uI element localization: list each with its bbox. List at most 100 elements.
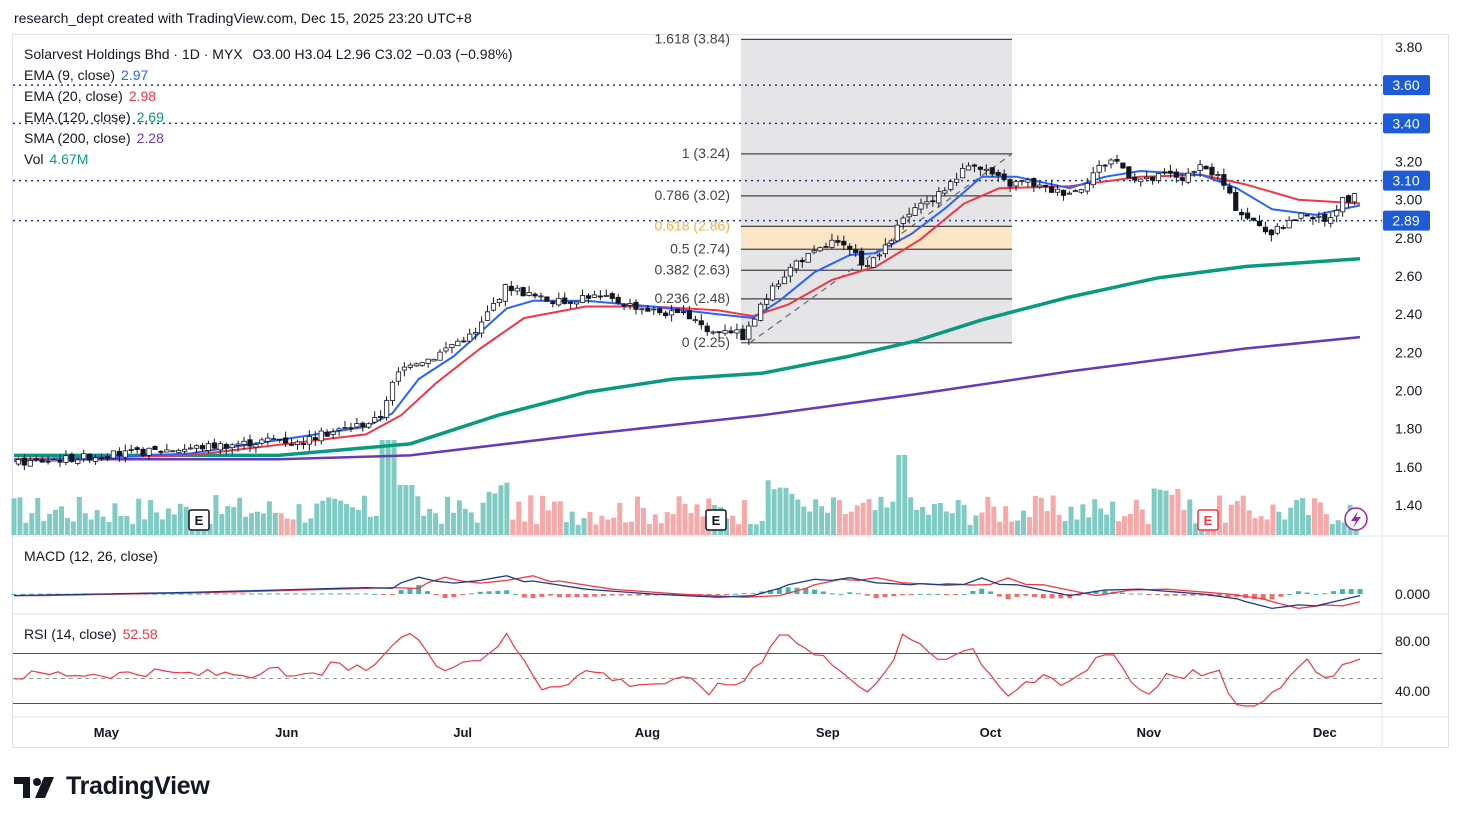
macd-histogram-bar (266, 593, 272, 595)
macd-histogram-bar (398, 589, 404, 594)
chart-frame (12, 34, 1449, 748)
macd-histogram-bar (433, 594, 439, 595)
candle-down (841, 240, 847, 246)
volume-bar (1306, 515, 1312, 535)
candle-up (443, 347, 449, 352)
volume-bar (165, 508, 171, 535)
macd-histogram-bar (512, 593, 518, 595)
legend-sma200[interactable]: SMA (200, close) 2.28 (24, 128, 513, 149)
rsi-line (13, 632, 1361, 707)
volume-bar (361, 495, 367, 535)
earnings-marker[interactable]: E (705, 509, 727, 531)
macd-histogram-bar (644, 594, 650, 596)
volume-bar (658, 523, 664, 535)
rsi-legend[interactable]: RSI (14, close) 52.58 (24, 624, 158, 645)
legend-ema9[interactable]: EMA (9, close) 2.97 (24, 65, 513, 86)
volume-bar (896, 455, 902, 535)
volume-bar (1104, 514, 1110, 535)
candle-up (722, 330, 728, 334)
horizontal-rays[interactable]: 3.60 3.40 3.10 2.89 (13, 75, 1430, 231)
volume-bar (427, 508, 433, 535)
price-axis[interactable]: 3.80 3.20 3.00 2.80 2.60 2.40 2.20 2.00 1.80 1.60… (1395, 39, 1422, 513)
indicator-label: EMA (9, close) (24, 67, 116, 83)
macd-histogram-bar (29, 593, 35, 595)
macd-line (13, 575, 1361, 610)
indicator-value: 2.69 (136, 109, 164, 125)
volume-bar (243, 516, 249, 535)
candle-up (146, 447, 152, 456)
price-axis-tick: 2.40 (1395, 306, 1422, 322)
volume-bar (943, 511, 949, 535)
candle-down (1173, 171, 1179, 178)
macd-histogram-bar (1322, 593, 1328, 595)
macd-histogram-bar (46, 593, 52, 595)
macd-histogram-bar (768, 589, 774, 594)
macd-histogram-bar (1199, 594, 1205, 596)
volume-bar (1246, 510, 1252, 535)
volume-bar (872, 510, 878, 535)
candle-down (1268, 229, 1274, 236)
candle-up (419, 362, 425, 366)
candle-up (1351, 193, 1358, 203)
volume-bar (860, 502, 866, 535)
candle-down (45, 460, 51, 463)
candle-up (110, 450, 117, 459)
candle-up (876, 254, 883, 257)
macd-histogram-bar (1146, 594, 1152, 595)
earnings-marker[interactable]: E (188, 509, 210, 531)
volume-bar (1110, 501, 1116, 535)
price-axis-tick: 1.80 (1395, 421, 1422, 437)
candle-down (199, 445, 206, 450)
macd-histogram-bar (776, 588, 782, 594)
macd-histogram-bar (618, 594, 624, 596)
volume-bar (1121, 516, 1127, 535)
volume-bar (1264, 519, 1270, 535)
symbol-line[interactable]: Solarvest Holdings Bhd · 1D · MYX O3.00 … (24, 44, 513, 65)
legend-volume[interactable]: Vol 4.67M (24, 149, 513, 170)
candle-up (389, 381, 396, 401)
volume-bar (1169, 494, 1175, 535)
candle-up (1090, 172, 1096, 186)
candle-up (294, 441, 301, 446)
candle-up (805, 252, 811, 263)
volume-bar (997, 521, 1003, 535)
flash-icon[interactable] (1344, 507, 1368, 531)
volume-bar (1288, 507, 1294, 535)
candle-up (948, 181, 954, 190)
tradingview-logo[interactable]: TradingView (14, 772, 210, 801)
volume-bar (314, 503, 320, 535)
macd-histogram-bar (477, 591, 483, 594)
candle-down (728, 330, 734, 334)
candle-up (1274, 225, 1280, 234)
earnings-marker[interactable]: E (1197, 509, 1219, 531)
volume-bar (1282, 519, 1288, 535)
volume-bar (1116, 521, 1122, 535)
candle-up (473, 332, 479, 335)
candle-up (864, 265, 871, 267)
macd-histogram-bar (1304, 592, 1310, 594)
volume-bar (480, 502, 486, 535)
macd-histogram-bar (627, 594, 633, 596)
time-axis[interactable]: May Jun Jul Aug Sep Oct Nov Dec (94, 725, 1337, 740)
volume-bar (1163, 490, 1169, 535)
candle-down (1209, 166, 1215, 176)
fibonacci-retracement[interactable]: 1.618 (3.84) 1 (3.24) 0.786 (3.02) 0.618 (2… (655, 30, 1013, 350)
candle-up (330, 431, 336, 435)
macd-histogram-bar (944, 594, 950, 596)
macd-histogram-bar (829, 593, 835, 595)
fib-level-label: 0.786 (3.02) (655, 187, 731, 203)
volume-bar (1222, 522, 1228, 535)
macd-histogram-bar (988, 591, 994, 594)
macd-histogram-bar (1040, 594, 1046, 599)
volume-bar (985, 496, 991, 535)
candle-down (158, 451, 164, 453)
candle-down (657, 308, 663, 314)
volume-bar (462, 508, 468, 535)
legend-ema20[interactable]: EMA (20, close) 2.98 (24, 86, 513, 107)
volume-bar (326, 497, 332, 535)
macd-legend[interactable]: MACD (12, 26, close) (24, 546, 158, 567)
legend-ema120[interactable]: EMA (120, close) 2.69 (24, 107, 513, 128)
volume-bar (629, 521, 635, 535)
